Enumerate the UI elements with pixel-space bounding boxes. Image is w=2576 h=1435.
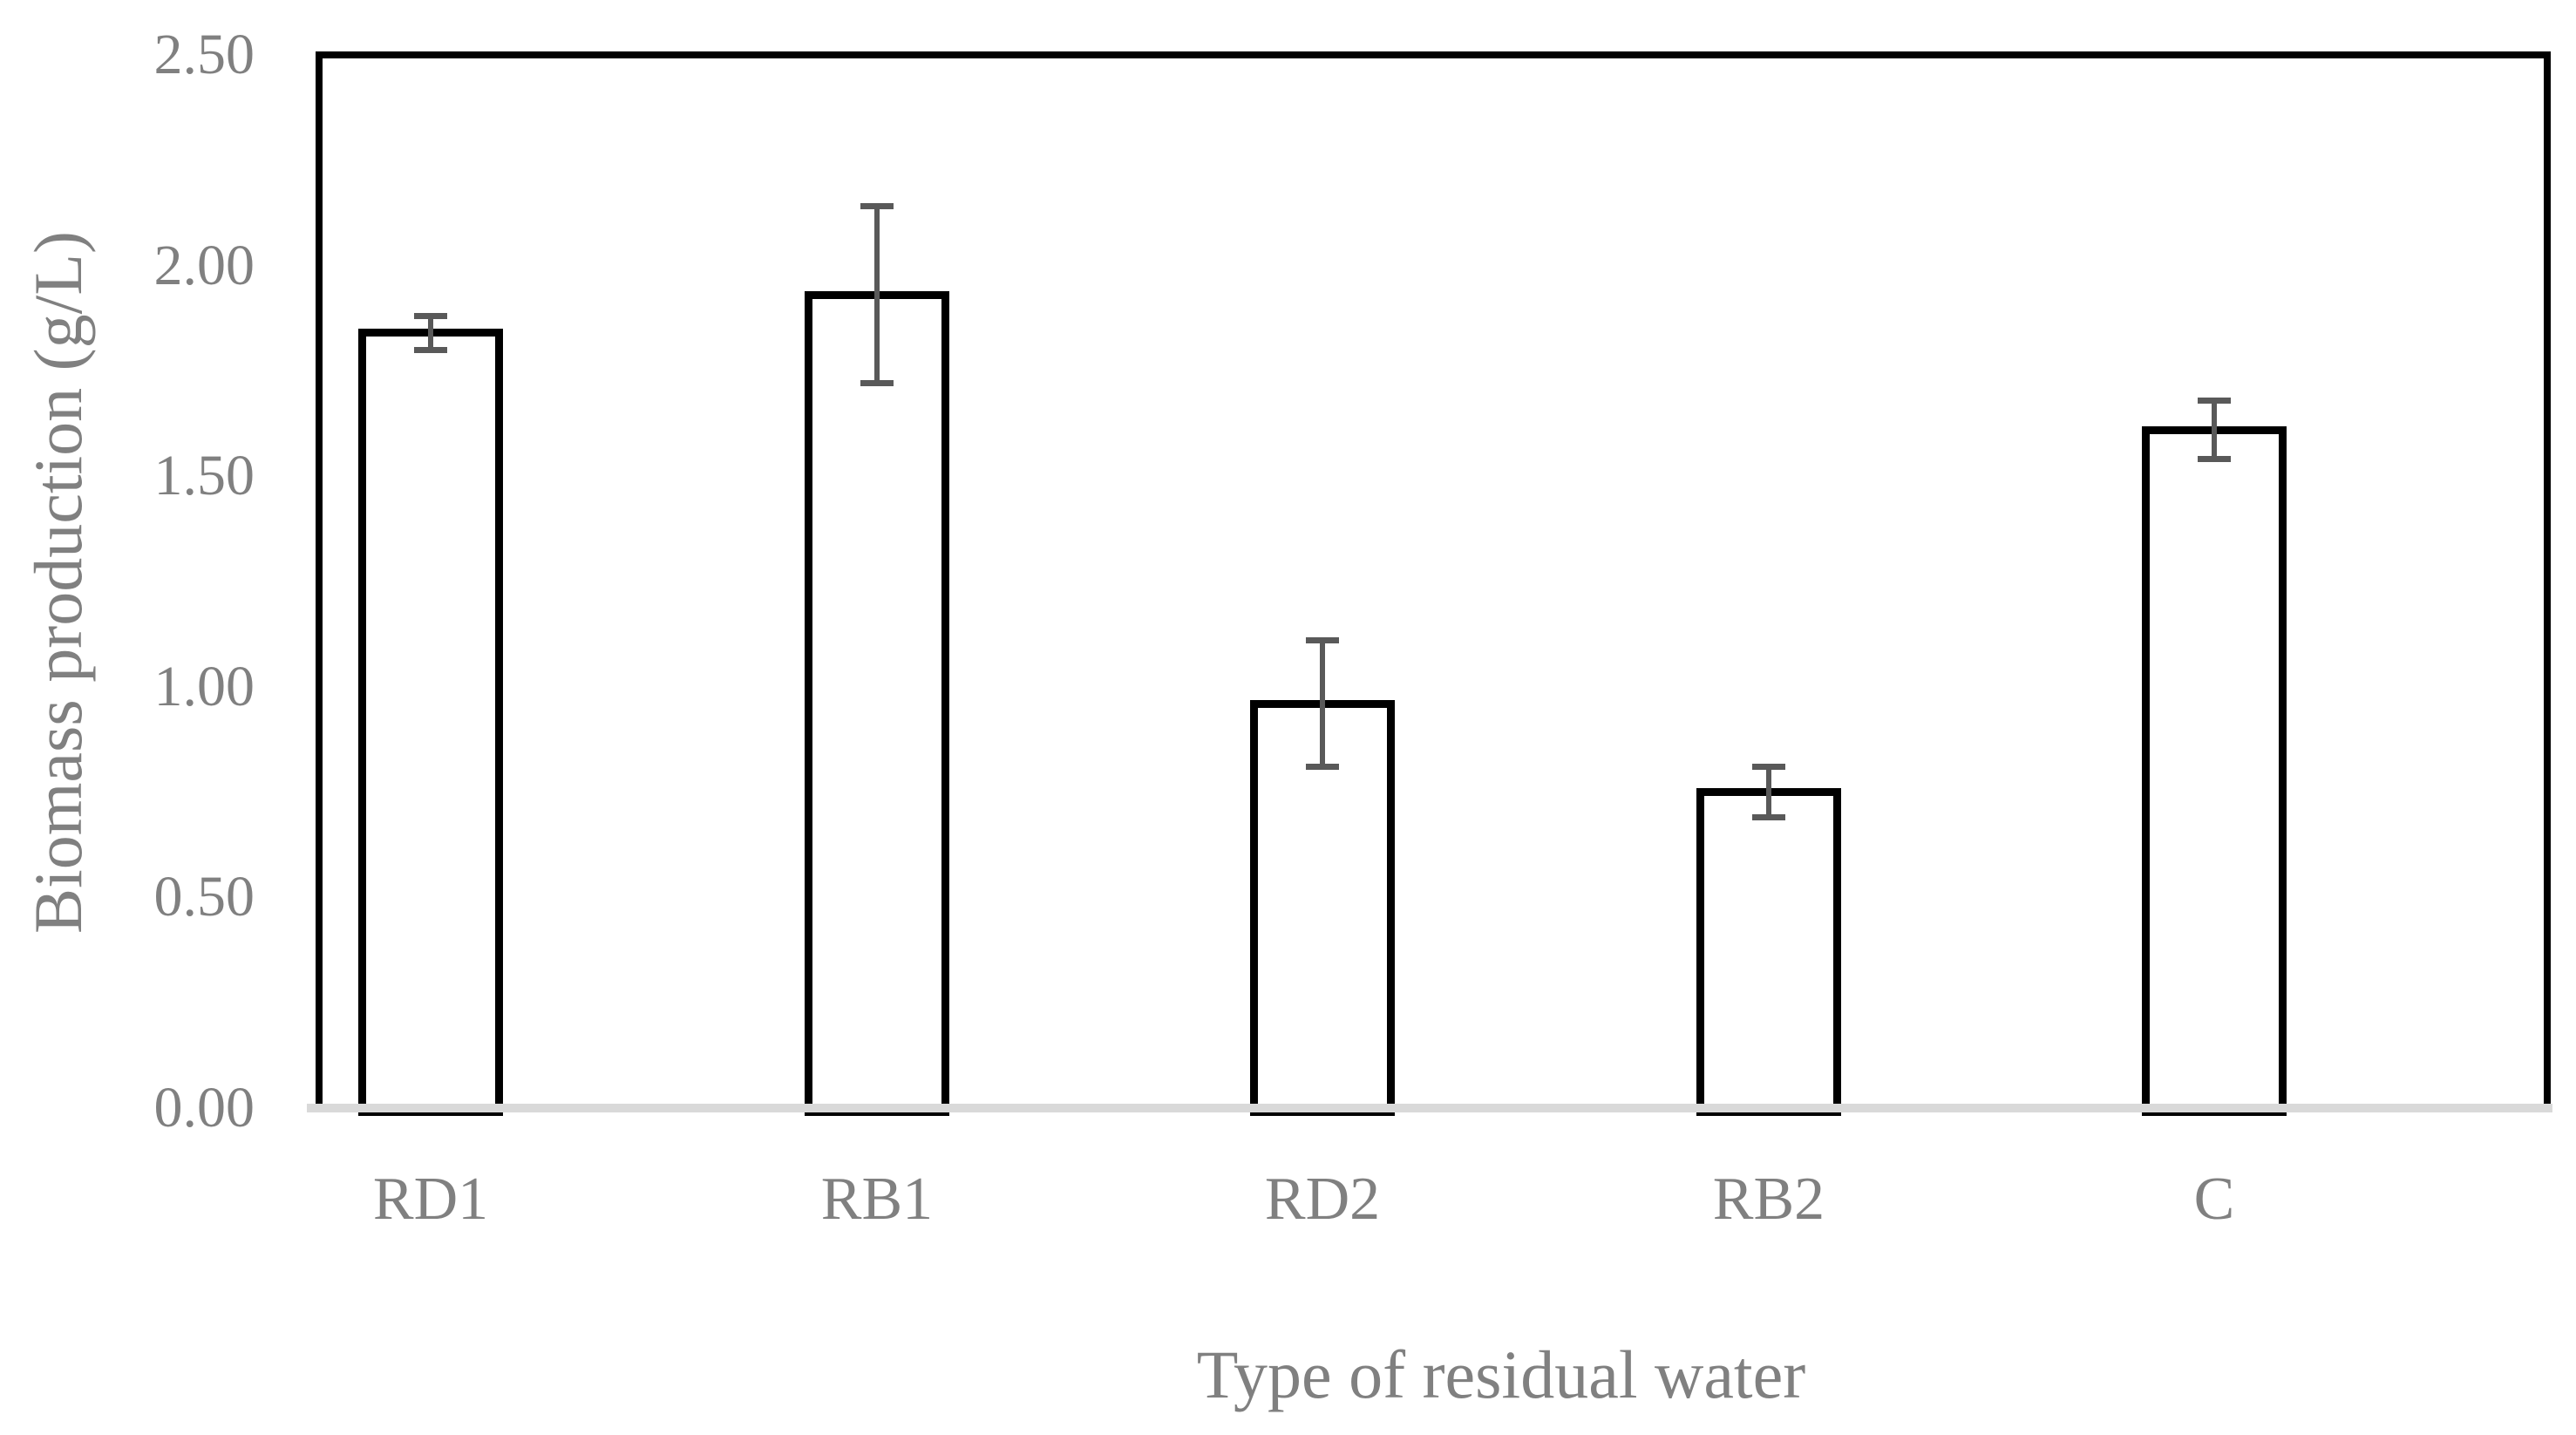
bar-RB1 <box>805 291 949 1116</box>
x-category-label-RB2: RB2 <box>1712 1166 1825 1233</box>
y-tick-label-2.50: 2.50 <box>153 23 255 86</box>
error-bar-C <box>2212 400 2217 459</box>
bar-C <box>2142 426 2287 1116</box>
plot-area-border <box>316 51 2551 1108</box>
x-category-label-RD2: RD2 <box>1264 1166 1381 1233</box>
error-bar-RB1 <box>874 207 880 384</box>
error-bar-RD1 <box>428 316 433 350</box>
bar-RD1 <box>358 329 503 1116</box>
y-tick-label-0.00: 0.00 <box>153 1076 255 1139</box>
y-tick-label-2.00: 2.00 <box>153 234 255 297</box>
error-bar-cap-low-RD1 <box>414 347 447 353</box>
y-axis-title: Biomass production (g/L) <box>20 231 96 934</box>
error-bar-cap-high-RD1 <box>414 313 447 319</box>
error-bar-cap-high-RD2 <box>1306 637 1339 643</box>
x-category-label-RD1: RD1 <box>372 1166 489 1233</box>
error-bar-RD2 <box>1320 641 1325 767</box>
error-bar-cap-high-RB1 <box>860 203 894 209</box>
x-axis-line <box>307 1104 2552 1112</box>
bar-RB2 <box>1696 788 1841 1116</box>
x-category-label-C: C <box>2193 1166 2235 1233</box>
y-tick-label-0.50: 0.50 <box>153 865 255 928</box>
error-bar-cap-low-RD2 <box>1306 764 1339 770</box>
error-bar-cap-low-C <box>2198 456 2231 462</box>
error-bar-cap-high-RB2 <box>1752 764 1785 770</box>
y-tick-label-1.00: 1.00 <box>153 655 255 718</box>
error-bar-cap-low-RB1 <box>860 380 894 386</box>
error-bar-cap-high-C <box>2198 398 2231 404</box>
x-category-label-RB1: RB1 <box>820 1166 934 1233</box>
error-bar-cap-low-RB2 <box>1752 814 1785 820</box>
x-axis-title: Type of residual water <box>1196 1336 1806 1412</box>
y-tick-label-1.50: 1.50 <box>153 444 255 507</box>
error-bar-RB2 <box>1766 767 1771 818</box>
